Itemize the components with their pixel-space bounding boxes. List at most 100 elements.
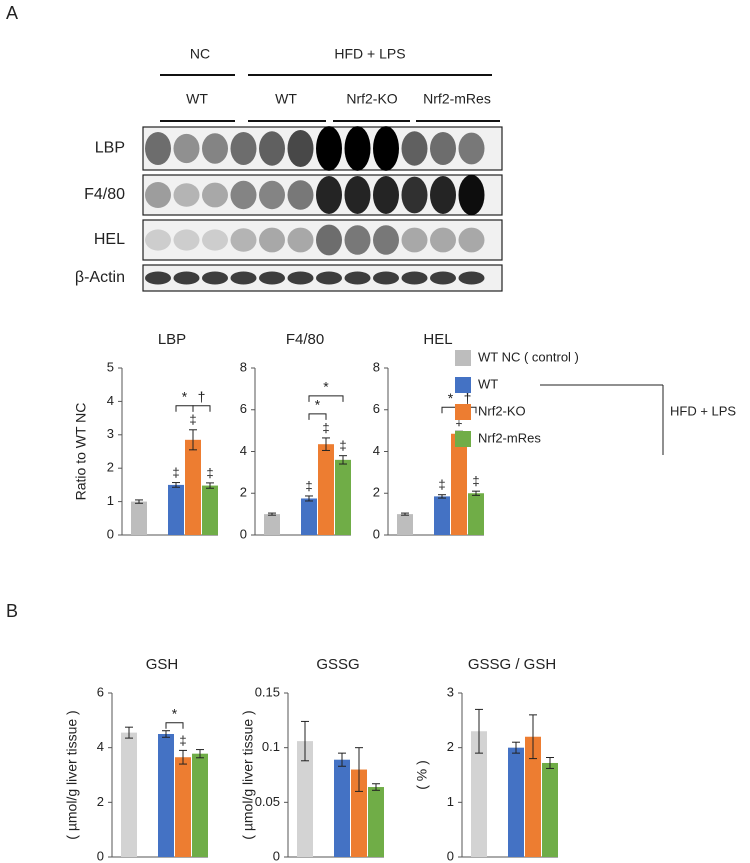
legend-label: Nrf2-KO xyxy=(478,403,526,418)
y-tick-label: 2 xyxy=(373,485,380,500)
blot-band xyxy=(173,183,200,207)
y-tick-label: 6 xyxy=(97,684,104,699)
y-tick-label: 0.15 xyxy=(255,684,280,699)
blot-subgroup: WT xyxy=(186,91,208,107)
bar xyxy=(121,732,137,857)
blot-band xyxy=(430,227,456,253)
y-tick-label: 4 xyxy=(97,739,104,754)
significance-mark: ‡ xyxy=(189,412,196,427)
bar xyxy=(158,734,174,857)
blot-band xyxy=(373,271,399,285)
blot-band xyxy=(173,229,200,251)
blot-group: NC xyxy=(190,46,210,62)
y-tick-label: 0 xyxy=(273,848,280,863)
blot-band xyxy=(230,131,257,166)
significance-mark: ‡ xyxy=(172,465,179,480)
bar xyxy=(542,762,558,857)
bar xyxy=(525,736,541,857)
blot-band xyxy=(287,130,314,167)
significance-mark: ‡ xyxy=(179,733,186,748)
blot-band xyxy=(259,180,285,210)
blot-band xyxy=(173,133,200,164)
significance-label: * xyxy=(172,705,178,721)
bar xyxy=(318,444,334,535)
y-tick-label: 0 xyxy=(373,526,380,541)
y-tick-label: 0.1 xyxy=(262,739,280,754)
blot-band xyxy=(259,227,285,253)
blot-band xyxy=(401,271,428,285)
blot-band xyxy=(430,176,456,214)
bar xyxy=(397,514,413,535)
blot-subgroup: Nrf2-mRes xyxy=(423,91,491,107)
blot-band xyxy=(373,225,399,255)
chart-title: GSH xyxy=(146,656,179,673)
blot-band xyxy=(287,271,314,285)
y-tick-label: 2 xyxy=(97,794,104,809)
blot-band xyxy=(344,225,371,255)
blot-band xyxy=(316,271,342,285)
blot-band xyxy=(458,132,485,165)
bar xyxy=(334,759,350,857)
blot-band xyxy=(373,176,399,214)
blot-band xyxy=(458,174,485,216)
blots: LBP F4/80 HEL β-Actin xyxy=(75,126,503,292)
significance-label: † xyxy=(198,388,206,404)
y-axis-label: Ratio to WT NC xyxy=(73,403,89,501)
blot-band xyxy=(145,182,171,208)
blot-band xyxy=(230,228,257,252)
blot-band xyxy=(202,229,228,251)
legend-swatch xyxy=(455,377,471,393)
significance-label: * xyxy=(315,397,321,413)
legend-label: WT NC ( control ) xyxy=(478,349,579,364)
legend-bracket-label: HFD + LPS xyxy=(670,403,736,418)
significance-label: * xyxy=(323,379,329,395)
significance-bracket xyxy=(308,395,344,402)
y-axis-label: ( µmol/g liver tissue ) xyxy=(64,710,80,839)
bar xyxy=(264,514,280,535)
y-tick-label: 0 xyxy=(447,848,454,863)
y-tick-label: 3 xyxy=(447,684,454,699)
y-tick-label: 0 xyxy=(107,526,114,541)
blot-band xyxy=(401,227,428,253)
blot-label: HEL xyxy=(94,231,125,248)
bar xyxy=(131,501,147,535)
significance-bracket xyxy=(175,405,194,412)
legend: HFD + LPS WT NC ( control ) WT Nrf2-KO Nrf2… xyxy=(455,349,736,455)
blot-band xyxy=(316,176,342,214)
y-tick-label: 6 xyxy=(240,401,247,416)
significance-mark: ‡ xyxy=(322,420,329,435)
significance-bracket xyxy=(192,405,211,412)
y-tick-label: 8 xyxy=(240,359,247,374)
blot-subgroup: Nrf2-KO xyxy=(346,91,397,107)
bar xyxy=(451,433,467,535)
blot-label: LBP xyxy=(95,140,125,157)
bar xyxy=(508,747,524,857)
blot-band xyxy=(173,271,200,285)
blot-band xyxy=(430,131,456,166)
chart-title: LBP xyxy=(158,331,186,348)
y-tick-label: 4 xyxy=(107,393,114,408)
bar xyxy=(185,439,201,535)
bar xyxy=(192,753,208,857)
blot-band xyxy=(259,271,285,285)
blot-label: β-Actin xyxy=(75,269,125,286)
y-tick-label: 3 xyxy=(107,426,114,441)
blot-band xyxy=(202,133,228,164)
blot-band xyxy=(316,126,342,171)
y-tick-label: 0.05 xyxy=(255,794,280,809)
blot-band xyxy=(344,126,371,171)
blot-band xyxy=(401,131,428,166)
chart-title: GSSG / GSH xyxy=(468,656,556,673)
y-tick-label: 6 xyxy=(373,401,380,416)
bar xyxy=(368,787,384,857)
significance-mark: ‡ xyxy=(206,465,213,480)
blot-band xyxy=(458,227,485,253)
blot-band xyxy=(344,176,371,214)
blot-band xyxy=(202,271,228,285)
y-tick-label: 0 xyxy=(240,526,247,541)
y-tick-label: 4 xyxy=(240,443,247,458)
y-tick-label: 4 xyxy=(373,443,380,458)
blot-band xyxy=(145,131,171,166)
blot-band xyxy=(344,271,371,285)
significance-mark: ‡ xyxy=(305,478,312,493)
